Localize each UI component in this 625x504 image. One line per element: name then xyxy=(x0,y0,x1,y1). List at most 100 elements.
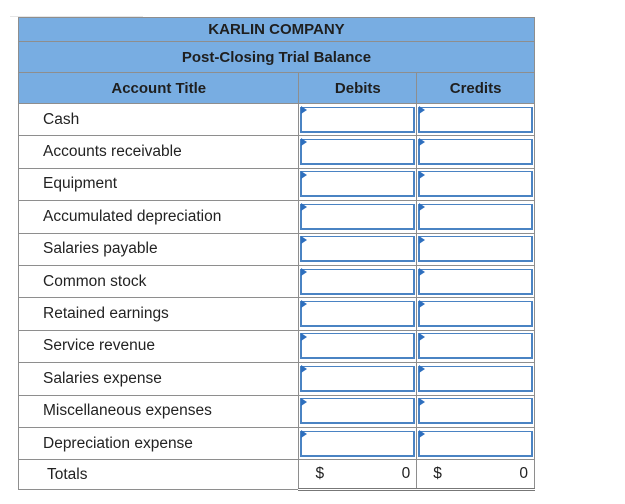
credit-input[interactable] xyxy=(418,301,533,328)
table-row: Common stock xyxy=(17,264,535,299)
credit-cell xyxy=(416,426,535,461)
credits-total-value: 0 xyxy=(519,465,528,483)
debit-input[interactable] xyxy=(300,333,416,360)
table-row: Retained earnings xyxy=(17,297,535,331)
debit-input[interactable] xyxy=(300,139,416,166)
input-flag-icon xyxy=(419,106,426,114)
credit-input[interactable] xyxy=(418,106,533,133)
debit-input[interactable] xyxy=(300,430,416,457)
debit-input[interactable] xyxy=(300,398,416,425)
table-row: Equipment xyxy=(17,167,535,202)
debit-cell xyxy=(298,297,418,331)
credit-cell xyxy=(416,394,535,428)
account-title: Cash xyxy=(17,102,300,137)
company-name: KARLIN COMPANY xyxy=(18,17,535,42)
table-row: Cash xyxy=(17,102,535,137)
input-flag-icon xyxy=(419,300,426,309)
account-title: Service revenue xyxy=(17,329,300,364)
input-flag-icon xyxy=(419,203,426,212)
credit-input[interactable] xyxy=(418,430,533,457)
debit-cell xyxy=(298,426,418,461)
input-flag-icon xyxy=(301,365,308,374)
debit-cell xyxy=(298,264,418,299)
credit-input[interactable] xyxy=(418,139,533,166)
input-flag-icon xyxy=(301,397,308,406)
debits-total: $ 0 xyxy=(298,459,418,492)
credit-input[interactable] xyxy=(418,333,533,360)
totals-row: Totals $ 0 $ 0 xyxy=(17,459,535,492)
table-row: Salaries expense xyxy=(17,362,535,396)
table-row: Accounts receivable xyxy=(17,135,535,169)
account-title: Depreciation expense xyxy=(17,426,300,461)
input-flag-icon xyxy=(419,235,426,244)
credit-cell xyxy=(416,167,535,202)
account-title: Accounts receivable xyxy=(17,135,300,169)
credit-input[interactable] xyxy=(418,268,533,295)
input-flag-icon xyxy=(301,429,308,438)
table-row: Service revenue xyxy=(17,329,535,364)
account-title: Salaries expense xyxy=(17,362,300,396)
debit-cell xyxy=(298,394,418,428)
input-flag-icon xyxy=(419,429,426,438)
credit-cell xyxy=(416,264,535,299)
debit-input[interactable] xyxy=(300,236,416,263)
input-flag-icon xyxy=(301,235,308,244)
credit-input[interactable] xyxy=(418,236,533,263)
input-flag-icon xyxy=(301,106,308,114)
totals-label: Totals xyxy=(17,459,300,491)
credit-input[interactable] xyxy=(418,365,533,392)
account-title: Salaries payable xyxy=(17,232,300,266)
debit-input[interactable] xyxy=(300,171,416,198)
credit-cell xyxy=(416,297,535,331)
credits-total: $ 0 xyxy=(416,459,535,492)
table-row: Miscellaneous expenses xyxy=(17,394,535,428)
account-title: Miscellaneous expenses xyxy=(17,394,300,428)
credit-input[interactable] xyxy=(418,171,533,198)
input-flag-icon xyxy=(301,138,308,147)
table-row: Depreciation expense xyxy=(17,426,535,461)
credit-cell xyxy=(416,232,535,266)
input-flag-icon xyxy=(419,267,426,276)
credits-currency: $ xyxy=(433,465,442,483)
debit-input[interactable] xyxy=(300,106,416,133)
credit-cell xyxy=(416,200,535,234)
statement-title: Post-Closing Trial Balance xyxy=(18,41,535,73)
account-title: Equipment xyxy=(17,167,300,202)
input-flag-icon xyxy=(419,365,426,374)
debit-input[interactable] xyxy=(300,203,416,230)
debits-currency: $ xyxy=(315,465,325,483)
input-flag-icon xyxy=(301,300,308,309)
credit-cell xyxy=(416,362,535,396)
column-header-debits: Debits xyxy=(298,72,418,104)
table-row: Salaries payable xyxy=(17,232,535,266)
account-title: Common stock xyxy=(17,264,300,299)
input-flag-icon xyxy=(419,170,426,179)
debit-cell xyxy=(298,200,418,234)
column-header-credits: Credits xyxy=(416,72,535,104)
input-flag-icon xyxy=(301,332,308,341)
debit-cell xyxy=(298,135,418,169)
debit-cell xyxy=(298,329,418,364)
debit-input[interactable] xyxy=(300,268,416,295)
debit-cell xyxy=(298,167,418,202)
input-flag-icon xyxy=(419,397,426,406)
input-flag-icon xyxy=(419,332,426,341)
credit-input[interactable] xyxy=(418,203,533,230)
account-title: Accumulated depreciation xyxy=(17,200,300,234)
table-row: Accumulated depreciation xyxy=(17,200,535,234)
trial-balance-table: KARLIN COMPANY Post-Closing Trial Balanc… xyxy=(17,17,535,492)
account-title: Retained earnings xyxy=(17,297,300,331)
input-flag-icon xyxy=(301,267,308,276)
credit-cell xyxy=(416,329,535,364)
input-flag-icon xyxy=(301,170,308,179)
credit-input[interactable] xyxy=(418,398,533,425)
divider xyxy=(10,16,143,17)
debit-input[interactable] xyxy=(300,365,416,392)
input-flag-icon xyxy=(301,203,308,212)
debit-input[interactable] xyxy=(300,301,416,328)
credit-cell xyxy=(416,102,535,137)
debit-cell xyxy=(298,232,418,266)
column-header-account-title: Account Title xyxy=(17,72,300,104)
credit-cell xyxy=(416,135,535,169)
debit-cell xyxy=(298,102,418,137)
